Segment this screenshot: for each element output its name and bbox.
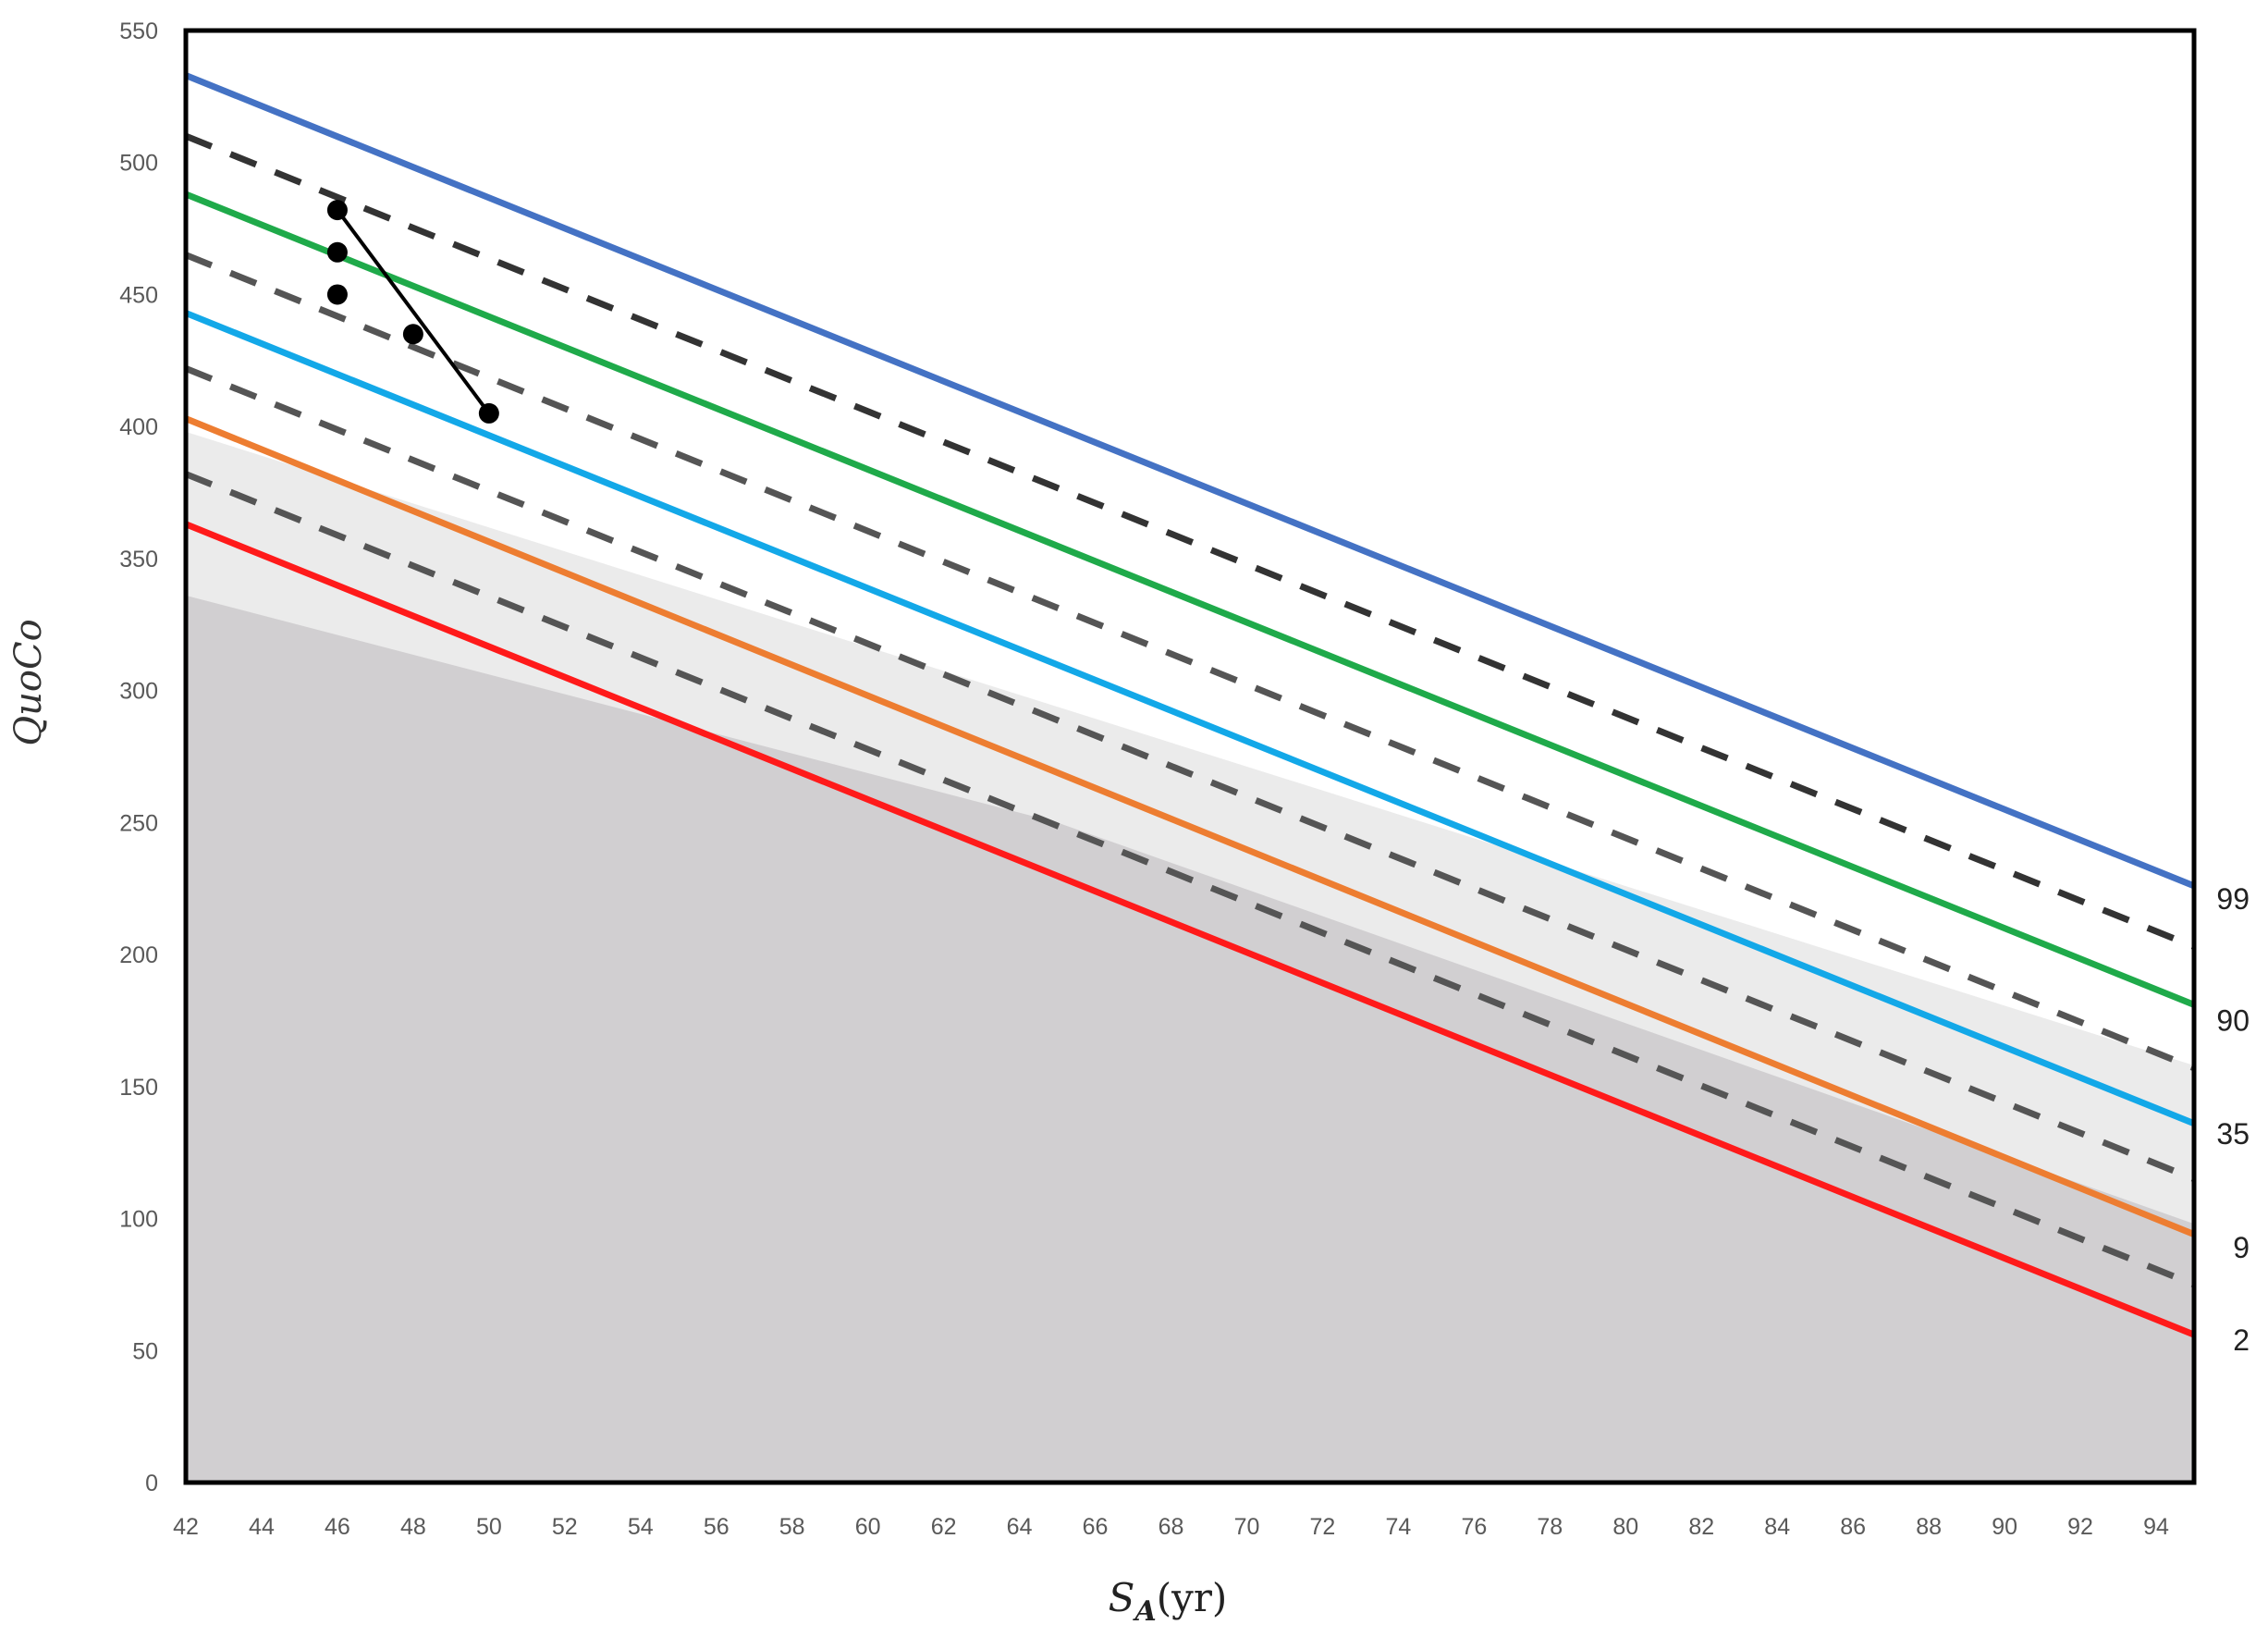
x-tick-label: 92 (2067, 1514, 2093, 1540)
series-line-3 (184, 191, 2196, 1008)
x-axis-title-subscript: A (1132, 1595, 1156, 1628)
series-line-6 (184, 365, 2196, 1182)
x-tick-label: 60 (855, 1514, 881, 1540)
x-tick-label: 62 (931, 1514, 957, 1540)
x-tick-label: 78 (1537, 1514, 1563, 1540)
x-tick-label: 86 (1840, 1514, 1866, 1540)
observations (326, 200, 499, 424)
observation-point (402, 324, 423, 345)
x-tick-label: 56 (704, 1514, 729, 1540)
shaded-region-2 (186, 595, 2194, 1483)
x-tick-label: 88 (1916, 1514, 1942, 1540)
y-tick-label: 150 (119, 1075, 158, 1101)
series-line-1 (184, 72, 2196, 890)
series-lines (184, 72, 2196, 1338)
y-tick-label: 500 (119, 151, 158, 177)
y-tick-label: 350 (119, 547, 158, 572)
x-tick-label: 48 (400, 1514, 426, 1540)
percentile-label: 2 (2233, 1323, 2250, 1357)
observation-point (478, 402, 499, 424)
y-tick-label: 250 (119, 810, 158, 836)
plot-frame (183, 28, 2197, 1485)
y-tick-label: 450 (119, 282, 158, 308)
x-tick-label: 74 (1385, 1514, 1411, 1540)
y-tick-label: 550 (119, 18, 158, 44)
y-axis-title: QuoCo (7, 619, 50, 745)
observation-point (326, 284, 348, 305)
series-line-5 (184, 310, 2196, 1127)
percentile-label: 99 (2216, 882, 2250, 916)
y-tick-label: 100 (119, 1207, 158, 1233)
series-line-8 (184, 471, 2196, 1288)
x-axis-title: SA(yr) (1109, 1575, 1228, 1628)
y-tick-label: 0 (145, 1471, 158, 1496)
series-line-2 (184, 132, 2196, 950)
x-tick-label: 72 (1310, 1514, 1336, 1540)
series-line-9 (184, 521, 2196, 1338)
x-axis-title-symbol: S (1109, 1575, 1135, 1620)
x-tick-label: 50 (476, 1514, 502, 1540)
x-tick-label: 76 (1461, 1514, 1487, 1540)
x-tick-label: 82 (1688, 1514, 1714, 1540)
x-tick-label: 80 (1612, 1514, 1638, 1540)
shaded-regions (186, 431, 2194, 1483)
x-tick-label: 68 (1159, 1514, 1184, 1540)
series-line-4 (184, 252, 2196, 1072)
x-tick-label: 84 (1764, 1514, 1790, 1540)
x-tick-label: 66 (1083, 1514, 1109, 1540)
y-tick-label: 400 (119, 414, 158, 440)
x-tick-label: 44 (249, 1514, 275, 1540)
series-line-7 (184, 415, 2196, 1237)
percentile-label: 90 (2216, 1003, 2250, 1037)
percentile-labels: 99 90 35 9 2 (2216, 882, 2250, 1357)
x-tick-label: 42 (173, 1514, 199, 1540)
observation-trend-line (336, 208, 491, 415)
x-tick-labels: 42 44 46 48 50 52 54 56 58 60 62 64 66 68 70 72 74 76 78 80… (173, 1514, 2169, 1540)
x-tick-label: 94 (2143, 1514, 2169, 1540)
x-axis-title-unit: (yr) (1157, 1575, 1228, 1620)
x-tick-label: 64 (1007, 1514, 1033, 1540)
y-tick-label: 200 (119, 942, 158, 968)
y-tick-label: 300 (119, 679, 158, 705)
percentile-label: 9 (2233, 1231, 2250, 1264)
x-tick-label: 90 (1992, 1514, 2017, 1540)
observation-point (326, 241, 348, 263)
x-tick-label: 70 (1234, 1514, 1260, 1540)
x-tick-label: 54 (628, 1514, 654, 1540)
y-tick-label: 50 (132, 1338, 158, 1364)
x-tick-label: 58 (779, 1514, 805, 1540)
y-tick-labels: 0 50 100 150 200 250 300 350 400 450 500 550 (119, 18, 158, 1496)
x-tick-label: 52 (552, 1514, 578, 1540)
percentile-label: 35 (2216, 1117, 2250, 1151)
x-tick-label: 46 (325, 1514, 350, 1540)
observation-point (326, 200, 348, 221)
